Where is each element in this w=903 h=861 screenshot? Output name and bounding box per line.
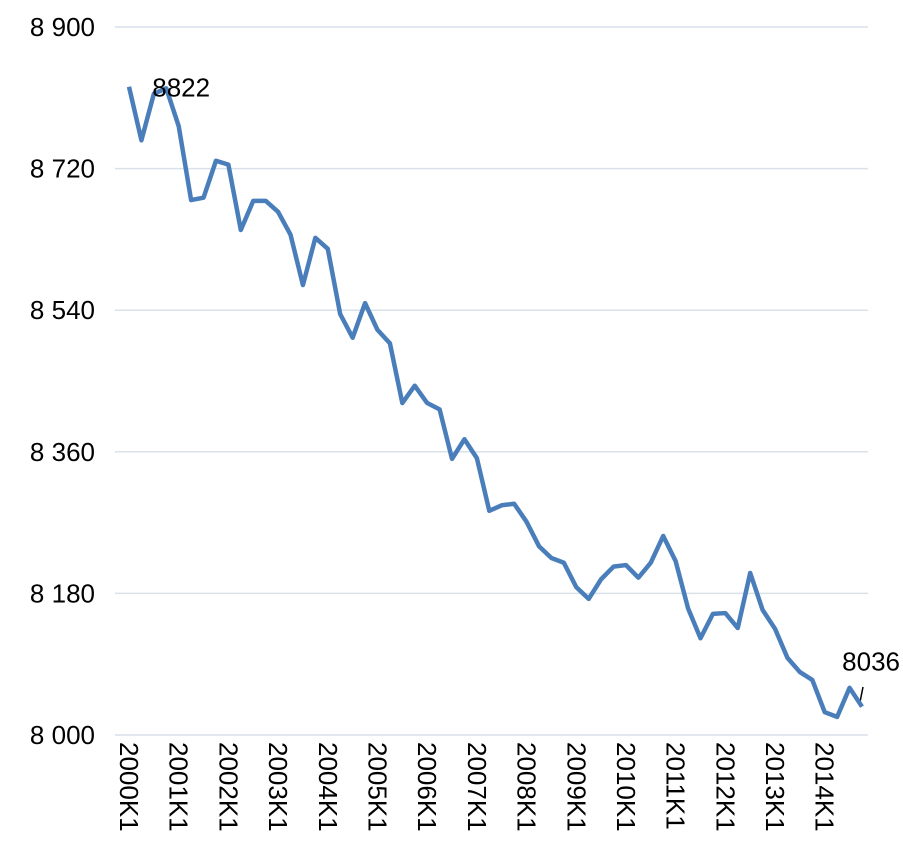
x-tick-label: 2003K1 — [263, 742, 293, 832]
x-tick-label: 2008K1 — [512, 742, 542, 832]
x-tick-label: 2001K1 — [164, 742, 194, 832]
leader-line — [859, 686, 864, 703]
y-tick-label: 8 720 — [30, 154, 95, 184]
x-tick-label: 2002K1 — [213, 742, 243, 832]
x-tick-label: 2013K1 — [760, 742, 790, 832]
x-tick-label: 2004K1 — [313, 742, 343, 832]
x-tick-label: 2000K1 — [114, 742, 144, 832]
x-tick-label: 2010K1 — [611, 742, 641, 832]
x-tick-label: 2014K1 — [810, 742, 840, 832]
y-tick-label: 8 900 — [30, 12, 95, 42]
y-tick-label: 8 540 — [30, 295, 95, 325]
y-tick-label: 8 180 — [30, 578, 95, 608]
x-tick-label: 2009K1 — [561, 742, 591, 832]
x-tick-label: 2006K1 — [412, 742, 442, 832]
data-label: 8822 — [152, 72, 210, 102]
data-line — [126, 86, 864, 720]
x-tick-label: 2011K1 — [661, 742, 691, 830]
x-tick-label: 2007K1 — [462, 742, 492, 832]
x-tick-label: 2012K1 — [710, 742, 740, 832]
y-tick-label: 8 000 — [30, 720, 95, 750]
x-tick-label: 2005K1 — [362, 742, 392, 832]
data-label: 8036 — [842, 647, 900, 677]
y-tick-label: 8 360 — [30, 437, 95, 467]
